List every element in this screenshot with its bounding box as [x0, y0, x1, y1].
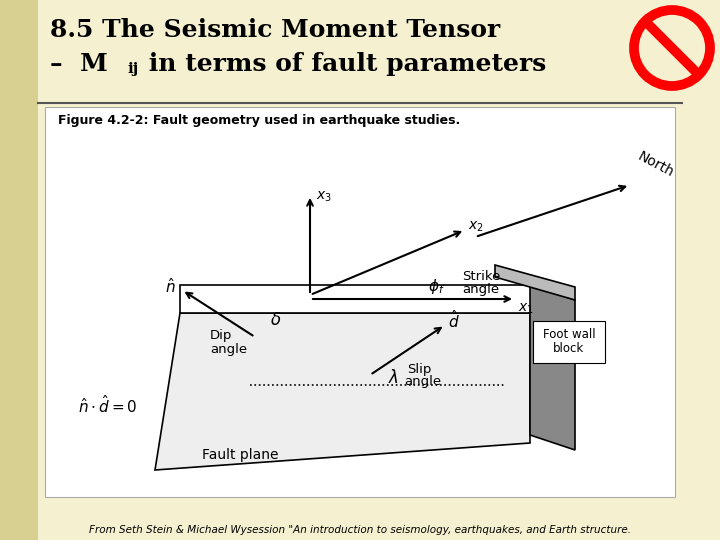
- Text: $\hat{d}$: $\hat{d}$: [448, 309, 460, 331]
- Text: Slip: Slip: [407, 362, 431, 375]
- Text: Dip: Dip: [210, 328, 233, 341]
- Text: $\hat{n} \cdot \hat{d} = 0$: $\hat{n} \cdot \hat{d} = 0$: [78, 394, 138, 416]
- Text: angle: angle: [210, 342, 247, 355]
- Text: block: block: [554, 342, 585, 355]
- Polygon shape: [155, 313, 530, 470]
- Bar: [45, 107, 675, 497]
- Text: $\delta$: $\delta$: [270, 311, 282, 329]
- Bar: [38, 0, 720, 103]
- Text: –  M: – M: [50, 52, 108, 76]
- Text: ij: ij: [127, 62, 138, 76]
- Text: Fault plane: Fault plane: [202, 448, 278, 462]
- Text: Figure 4.2-2: Fault geometry used in earthquake studies.: Figure 4.2-2: Fault geometry used in ear…: [58, 114, 460, 127]
- Text: $\hat{n}$: $\hat{n}$: [165, 278, 176, 296]
- Text: in terms of fault parameters: in terms of fault parameters: [140, 52, 546, 76]
- Text: $x_1$: $x_1$: [518, 302, 534, 316]
- Text: $x_3$: $x_3$: [316, 190, 332, 204]
- Polygon shape: [495, 265, 575, 300]
- Text: angle: angle: [462, 282, 499, 295]
- Text: Foot wall: Foot wall: [543, 328, 595, 341]
- Polygon shape: [530, 285, 575, 450]
- Bar: [0, 0, 38, 540]
- Text: $x_2$: $x_2$: [468, 220, 484, 234]
- Polygon shape: [180, 285, 540, 313]
- FancyBboxPatch shape: [533, 321, 605, 363]
- Text: $\lambda$: $\lambda$: [388, 369, 399, 387]
- Text: 8.5 The Seismic Moment Tensor: 8.5 The Seismic Moment Tensor: [50, 18, 500, 42]
- Text: angle: angle: [404, 375, 441, 388]
- Text: Strike: Strike: [462, 271, 500, 284]
- Text: From Seth Stein & Michael Wysession "An introduction to seismology, earthquakes,: From Seth Stein & Michael Wysession "An …: [89, 525, 631, 535]
- Text: North: North: [635, 150, 676, 180]
- Text: $\phi_f$: $\phi_f$: [428, 278, 445, 296]
